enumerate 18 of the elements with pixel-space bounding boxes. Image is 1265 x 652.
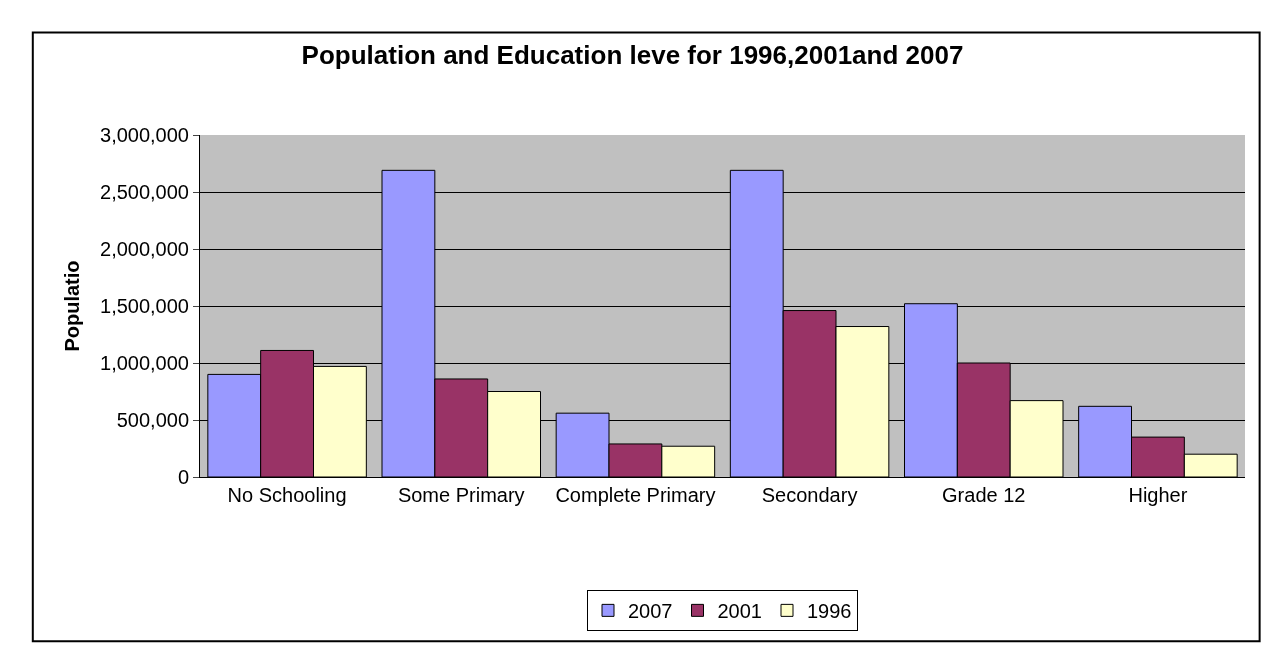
y-tick-label: 3,000,000: [100, 124, 189, 146]
x-tick-label: Some Primary: [397, 484, 525, 506]
y-tick-label: 1,500,000: [100, 295, 189, 317]
x-tick-label: Grade 12: [942, 484, 1026, 506]
y-axis-title: Populatio: [60, 260, 83, 352]
chart-title: Population and Education leve for 1996,2001and 2007: [301, 39, 964, 70]
x-tick-label: Secondary: [761, 484, 858, 506]
legend-label: 2007: [628, 600, 673, 623]
y-tick-label: 0: [177, 466, 189, 488]
x-tick-label: No Schooling: [227, 484, 347, 506]
legend-label: 2001: [717, 600, 762, 623]
y-tick-label: 2,500,000: [100, 181, 189, 203]
x-tick-label: Complete Primary: [555, 484, 716, 506]
y-tick-label: 1,000,000: [100, 352, 189, 374]
legend-label: 1996: [807, 600, 852, 623]
y-tick-label: 2,000,000: [100, 238, 189, 260]
x-tick-label: Higher: [1128, 484, 1188, 506]
y-tick-label: 500,000: [116, 409, 189, 431]
